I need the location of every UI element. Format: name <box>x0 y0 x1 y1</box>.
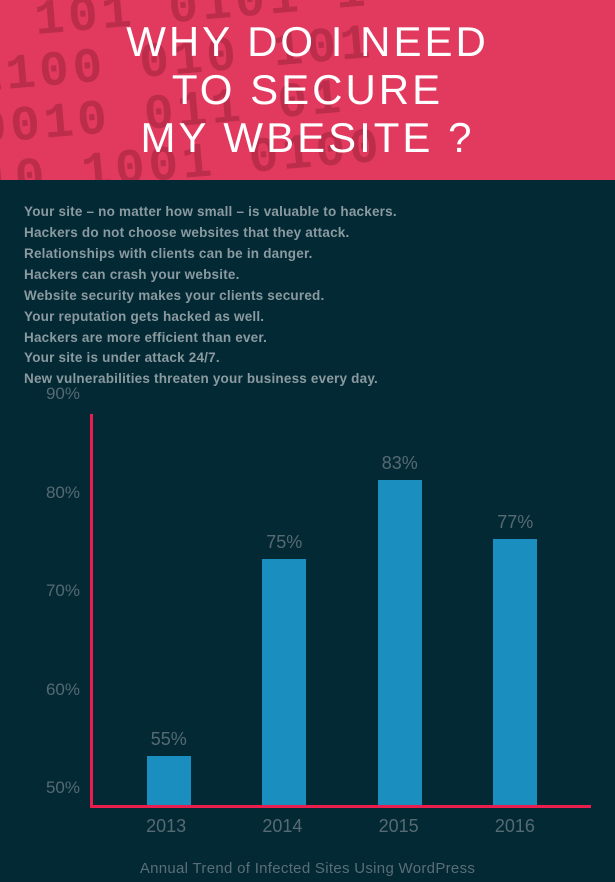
bar <box>262 559 306 805</box>
bar-column: 83% <box>349 453 451 805</box>
x-label: 2013 <box>115 816 217 844</box>
reason-line: Your site – no matter how small – is val… <box>24 202 591 223</box>
reason-line: Your site is under attack 24/7. <box>24 348 591 369</box>
y-tick: 60% <box>46 680 80 700</box>
bar-value-label: 83% <box>382 453 418 474</box>
bars-container: 55% 75% 83% 77% <box>93 414 591 805</box>
bar-value-label: 75% <box>266 532 302 553</box>
reason-line: Relationships with clients can be in dan… <box>24 244 591 265</box>
y-tick: 50% <box>46 778 80 798</box>
reason-line: Hackers can crash your website. <box>24 265 591 286</box>
reason-line: Website security makes your clients secu… <box>24 286 591 307</box>
bar <box>378 480 422 805</box>
y-tick: 70% <box>46 581 80 601</box>
bar <box>147 756 191 805</box>
plot-area: 55% 75% 83% 77% <box>90 414 591 808</box>
page-title: WHY DO I NEEDTO SECUREMY WBESITE ? <box>126 18 489 163</box>
reason-line: Hackers are more efficient than ever. <box>24 328 591 349</box>
bar-column: 55% <box>118 729 220 805</box>
x-label: 2014 <box>231 816 333 844</box>
bar-value-label: 55% <box>151 729 187 750</box>
bar-column: 75% <box>233 532 335 805</box>
x-label: 2016 <box>464 816 566 844</box>
bar-chart: 50%60%70%80%90% 55%75%83%77% 20132014201… <box>24 414 591 844</box>
x-axis: 2013 2014 2015 2016 <box>90 810 591 844</box>
chart-caption: Annual Trend of Infected Sites Using Wor… <box>0 860 615 877</box>
reason-line: Hackers do not choose websites that they… <box>24 223 591 244</box>
x-label: 2015 <box>347 816 449 844</box>
bar-column: 77% <box>464 512 566 805</box>
reason-line: New vulnerabilities threaten your busine… <box>24 369 591 390</box>
reason-line: Your reputation gets hacked as well. <box>24 307 591 328</box>
reasons-list: Your site – no matter how small – is val… <box>0 180 615 400</box>
y-tick: 80% <box>46 483 80 503</box>
y-tick: 90% <box>46 384 80 404</box>
y-axis: 50%60%70%80%90% <box>24 414 86 808</box>
header-banner: 10 101 0101 10 1100 010 101100010 011 01… <box>0 0 615 180</box>
bar <box>493 539 537 805</box>
bar-value-label: 77% <box>497 512 533 533</box>
